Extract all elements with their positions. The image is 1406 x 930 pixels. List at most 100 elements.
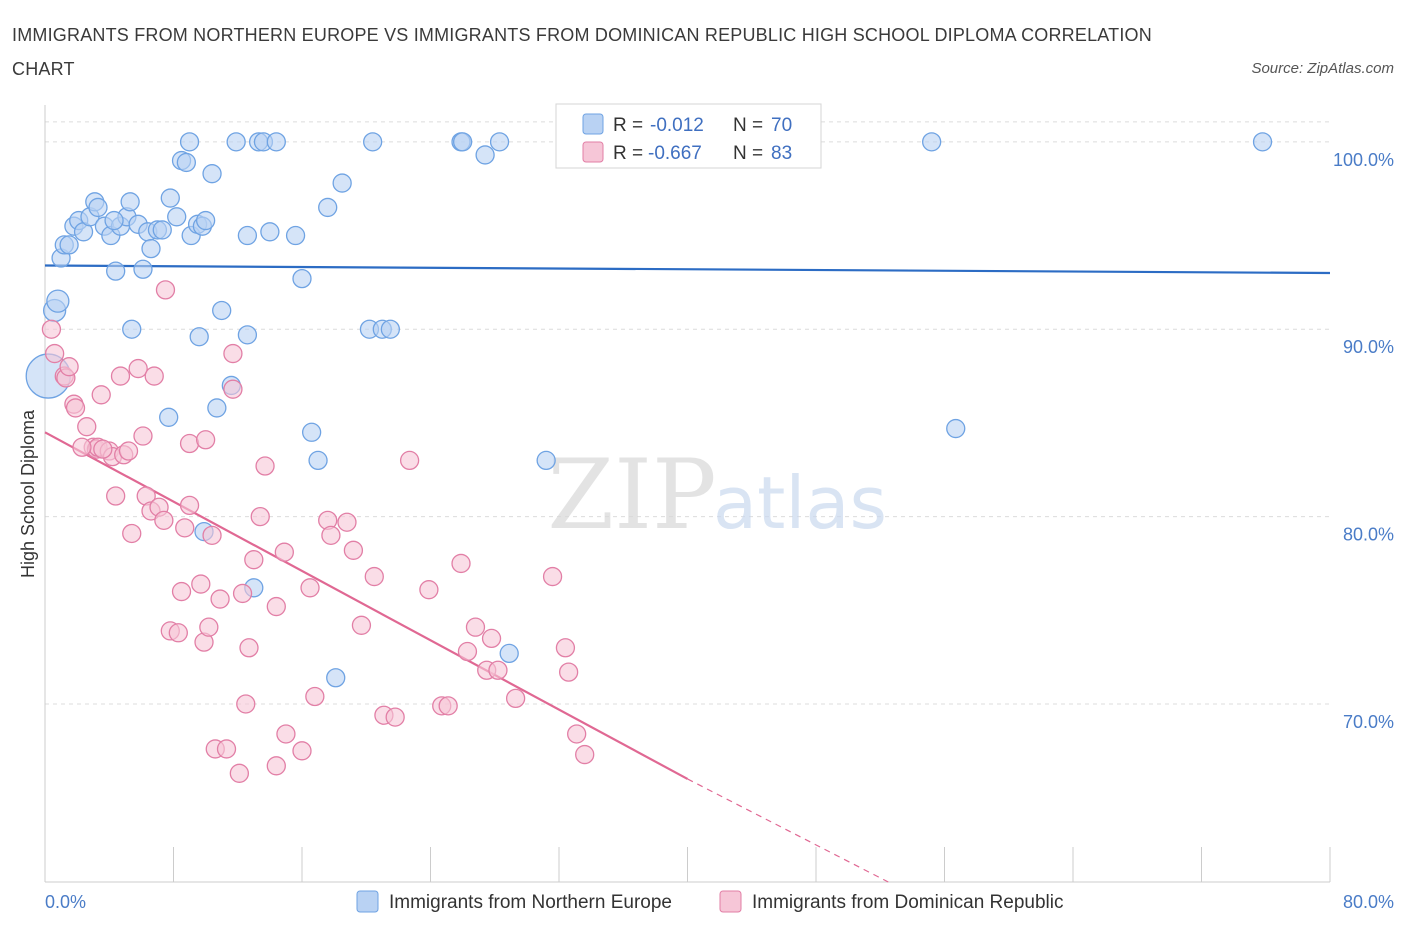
legend-r-label-2: R =: [613, 143, 643, 164]
point-dominican-republic-40: [223, 343, 243, 364]
point-dominican-republic-34: [195, 430, 216, 450]
y-tick-label-100: 100.0%: [1333, 150, 1394, 170]
data-points: [25, 132, 1273, 783]
point-dominican-republic-18: [128, 358, 148, 379]
point-dominican-republic-59: [343, 540, 364, 560]
gridlines: [45, 121, 1330, 705]
legend-n-value-2: 83: [771, 143, 792, 164]
point-northern-europe-47: [475, 145, 495, 165]
point-dominican-republic-46: [244, 550, 264, 570]
point-dominican-republic-19: [133, 426, 153, 446]
point-northern-europe-41: [292, 268, 312, 289]
point-dominican-republic-67: [438, 696, 458, 716]
bottom-legend: Immigrants from Northern Europe Immigran…: [356, 890, 1064, 913]
point-northern-europe-43: [332, 173, 352, 193]
bottom-legend-label-2: Immigrants from Dominican Republic: [752, 892, 1064, 913]
point-northern-europe-56: [237, 325, 258, 345]
point-northern-europe-60: [301, 422, 322, 442]
point-dominican-republic-79: [575, 744, 595, 765]
y-tick-label-70: 70.0%: [1343, 712, 1394, 732]
point-northern-europe-23: [152, 220, 172, 240]
point-dominican-republic-82: [93, 439, 113, 459]
point-dominican-republic-29: [175, 518, 195, 538]
source-label: Source: ZipAtlas.com: [1251, 60, 1394, 77]
point-northern-europe-27: [176, 152, 197, 173]
watermark-zip: ZIP: [547, 439, 716, 551]
bottom-legend-swatch-pink: [719, 890, 742, 913]
top-legend: R = -0.012 N = 70 R = -0.667 N = 83: [555, 103, 822, 169]
point-dominican-republic-5: [65, 398, 86, 418]
legend-r-label-1: R =: [613, 115, 643, 136]
point-dominican-republic-43: [232, 583, 253, 604]
point-northern-europe-24: [160, 188, 180, 208]
bottom-legend-swatch-blue: [356, 890, 379, 913]
point-dominican-republic-53: [292, 741, 312, 761]
point-dominican-republic-42: [229, 763, 250, 783]
point-dominican-republic-81: [72, 437, 92, 457]
point-northern-europe-51: [1252, 132, 1273, 152]
point-dominican-republic-57: [321, 525, 341, 545]
point-dominican-republic-64: [399, 450, 420, 471]
point-dominican-republic-36: [202, 525, 222, 545]
point-dominican-republic-60: [351, 615, 372, 635]
point-northern-europe-59: [159, 407, 179, 427]
point-northern-europe-21: [141, 239, 161, 259]
point-dominican-republic-35: [199, 617, 219, 637]
x-tick-label-min: 0.0%: [45, 892, 86, 912]
point-dominican-republic-27: [168, 623, 188, 643]
point-dominican-republic-69: [457, 641, 478, 662]
y-axis-title: High School Diploma: [18, 409, 38, 578]
point-northern-europe-65: [536, 450, 556, 471]
point-dominican-republic-61: [364, 566, 384, 587]
point-dominican-republic-65: [419, 580, 439, 600]
point-northern-europe-42: [318, 197, 338, 218]
point-dominican-republic-58: [337, 512, 357, 532]
point-dominican-republic-77: [558, 662, 579, 682]
point-dominican-republic-0: [41, 319, 62, 339]
point-northern-europe-35: [237, 225, 258, 246]
y-tick-labels: 70.0% 80.0% 90.0% 100.0%: [1333, 150, 1394, 732]
legend-r-value-1: -0.012: [650, 115, 704, 136]
point-dominican-republic-55: [305, 686, 325, 707]
axes: [44, 105, 1331, 883]
point-dominican-republic-50: [266, 756, 286, 776]
point-dominican-republic-48: [255, 456, 275, 476]
point-dominican-republic-6: [77, 417, 97, 437]
watermark-atlas: atlas: [713, 461, 887, 545]
point-northern-europe-64: [380, 319, 400, 339]
legend-r-value-2: -0.667: [648, 143, 702, 164]
legend-swatch-blue: [582, 113, 604, 135]
legend-n-value-1: 70: [771, 115, 792, 136]
point-northern-europe-69: [326, 668, 346, 688]
point-dominican-republic-1: [44, 343, 65, 364]
point-northern-europe-32: [195, 210, 216, 231]
point-northern-europe-11: [88, 197, 108, 218]
point-dominican-republic-54: [300, 578, 320, 598]
point-dominican-republic-39: [216, 739, 237, 759]
point-northern-europe-33: [202, 164, 222, 184]
trend-line-dashed-dominican-republic: [687, 778, 889, 883]
point-dominican-republic-41: [223, 379, 243, 399]
point-dominican-republic-74: [505, 688, 526, 709]
point-northern-europe-38: [260, 222, 280, 242]
point-dominican-republic-47: [250, 506, 270, 527]
point-northern-europe-55: [212, 300, 232, 321]
point-northern-europe-19: [133, 259, 153, 279]
point-dominican-republic-44: [236, 694, 256, 714]
point-northern-europe-17: [120, 192, 140, 212]
point-dominican-republic-63: [385, 707, 405, 727]
point-dominican-republic-16: [118, 441, 139, 461]
point-dominican-republic-80: [59, 357, 79, 377]
point-dominican-republic-24: [154, 510, 174, 531]
point-dominican-republic-10: [91, 385, 111, 405]
point-northern-europe-52: [104, 210, 124, 231]
point-dominican-republic-45: [239, 638, 259, 658]
y-tick-label-80: 80.0%: [1343, 525, 1394, 545]
point-dominican-republic-75: [542, 566, 563, 587]
point-northern-europe-25: [167, 207, 187, 227]
legend-n-label-1: N =: [733, 115, 763, 136]
point-dominican-republic-73: [488, 660, 508, 680]
point-northern-europe-48: [489, 132, 510, 152]
point-dominican-republic-32: [191, 574, 211, 594]
